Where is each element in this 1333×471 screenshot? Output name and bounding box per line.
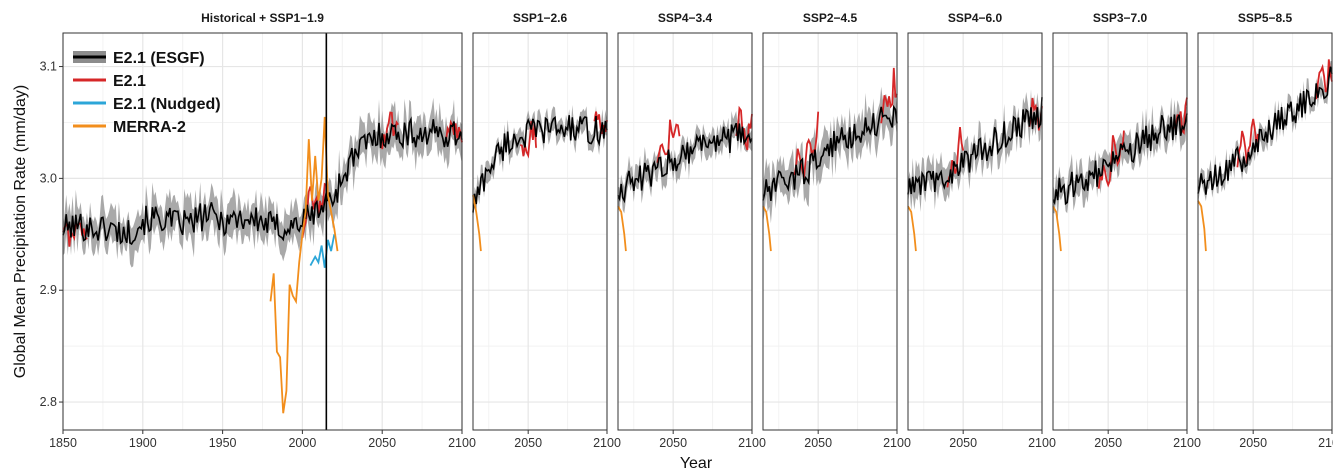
panel-border bbox=[62, 32, 463, 431]
x-tick-label: 2000 bbox=[288, 436, 316, 450]
merra2-series-line bbox=[269, 116, 339, 414]
facet-title: Historical + SSP1−1.9 bbox=[201, 11, 324, 25]
esgf-mean-line bbox=[907, 97, 1043, 195]
legend-label: MERRA-2 bbox=[113, 119, 186, 136]
x-tick-label: 2050 bbox=[368, 436, 396, 450]
panel-border bbox=[907, 32, 1043, 431]
merra2-series-line bbox=[617, 205, 627, 252]
e21-series-line bbox=[519, 121, 537, 159]
x-tick-label: 2100 bbox=[448, 436, 476, 450]
x-tick-label: 2050 bbox=[1094, 436, 1122, 450]
x-tick-label: 2100 bbox=[1173, 436, 1201, 450]
legend-label: E2.1 (Nudged) bbox=[113, 96, 221, 113]
merra2-series-line bbox=[907, 205, 917, 252]
facet-title: SSP4−3.4 bbox=[658, 11, 713, 25]
x-tick-label: 2100 bbox=[593, 436, 621, 450]
y-axis-title: Global Mean Precipitation Rate (mm/day) bbox=[12, 85, 29, 378]
y-tick-label: 2.9 bbox=[40, 283, 57, 297]
esgf-mean-line bbox=[62, 116, 463, 246]
panel-border bbox=[617, 32, 753, 431]
panel-border bbox=[762, 32, 898, 431]
facet-title: SSP1−2.6 bbox=[513, 11, 568, 25]
y-tick-label: 2.8 bbox=[40, 395, 57, 409]
x-tick-label: 2050 bbox=[1239, 436, 1267, 450]
esgf-mean-line bbox=[1052, 113, 1188, 206]
x-tick-label: 2100 bbox=[883, 436, 911, 450]
x-tick-label: 2050 bbox=[804, 436, 832, 450]
esgf-ensemble-band bbox=[63, 97, 462, 268]
e21-series-line bbox=[445, 119, 463, 143]
x-tick-label: 2050 bbox=[514, 436, 542, 450]
merra2-series-line bbox=[1052, 205, 1062, 252]
facet-title: SSP5−8.5 bbox=[1238, 11, 1293, 25]
panel-border bbox=[1052, 32, 1188, 431]
x-tick-label: 2050 bbox=[949, 436, 977, 450]
merra2-series-line bbox=[762, 205, 772, 252]
x-tick-label: 2100 bbox=[1028, 436, 1056, 450]
x-tick-label: 2100 bbox=[738, 436, 766, 450]
facet-title: SSP3−7.0 bbox=[1093, 11, 1148, 25]
nudged-series-line bbox=[309, 234, 336, 268]
merra2-series-line bbox=[472, 195, 482, 252]
facet-title: SSP2−4.5 bbox=[803, 11, 858, 25]
x-tick-label: 1950 bbox=[209, 436, 237, 450]
x-axis-title: Year bbox=[680, 455, 713, 471]
e21-series-line bbox=[880, 67, 898, 124]
e21-series-line bbox=[735, 105, 753, 151]
y-tick-label: 3.1 bbox=[40, 60, 57, 74]
esgf-mean-line bbox=[472, 115, 608, 213]
x-tick-label: 1900 bbox=[129, 436, 157, 450]
facet-title: SSP4−6.0 bbox=[948, 11, 1003, 25]
esgf-mean-line bbox=[762, 104, 898, 201]
e21-series-line bbox=[1315, 59, 1333, 100]
legend-label: E2.1 (ESGF) bbox=[113, 50, 205, 67]
y-tick-label: 3.0 bbox=[40, 171, 57, 185]
legend-label: E2.1 bbox=[113, 73, 146, 90]
x-tick-label: 2100 bbox=[1318, 436, 1333, 450]
x-tick-label: 1850 bbox=[49, 436, 77, 450]
merra2-series-line bbox=[1197, 200, 1207, 252]
x-tick-label: 2050 bbox=[659, 436, 687, 450]
panel-border bbox=[1197, 32, 1333, 431]
esgf-mean-line bbox=[617, 122, 753, 204]
esgf-ensemble-band bbox=[618, 111, 752, 214]
esgf-mean-line bbox=[1197, 66, 1333, 195]
panel-border bbox=[472, 32, 608, 431]
